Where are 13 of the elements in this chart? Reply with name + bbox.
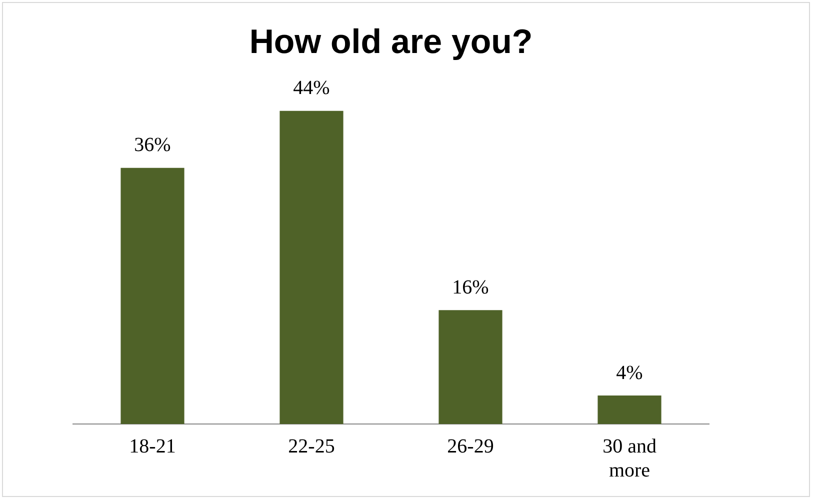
bar bbox=[598, 396, 662, 424]
bar bbox=[438, 310, 502, 424]
x-tick-label: 30 and more bbox=[602, 435, 656, 482]
data-label: 4% bbox=[616, 362, 643, 384]
data-label: 36% bbox=[134, 134, 171, 156]
data-label: 16% bbox=[452, 276, 489, 298]
data-label: 44% bbox=[293, 77, 330, 100]
bar bbox=[120, 168, 184, 424]
x-tick-label: 22-25 bbox=[288, 435, 335, 458]
x-tick-label: 26-29 bbox=[447, 435, 494, 458]
bar bbox=[280, 110, 344, 424]
chart-title: How old are you? bbox=[249, 22, 533, 61]
x-tick-label: 18-21 bbox=[129, 435, 176, 458]
